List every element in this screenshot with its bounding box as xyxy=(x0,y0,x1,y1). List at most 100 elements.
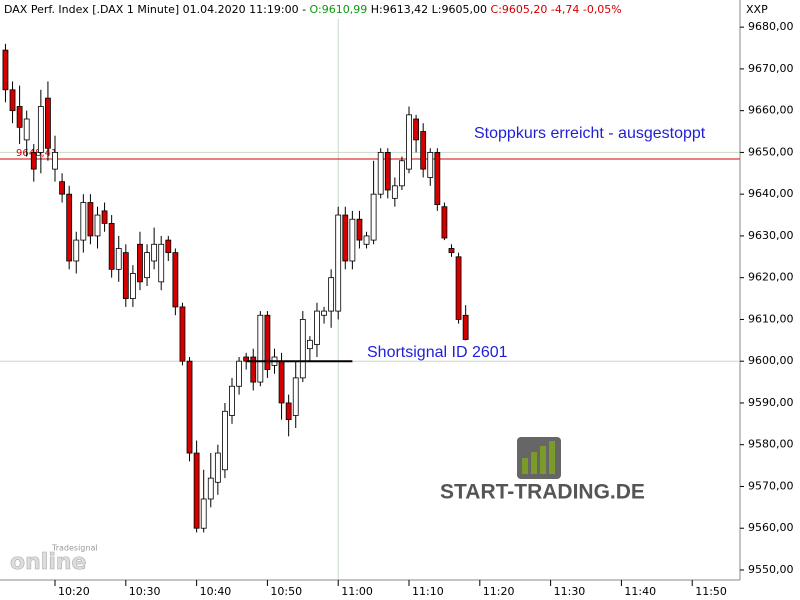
candle-body xyxy=(370,193,377,241)
candle-body xyxy=(264,314,271,370)
candle-body xyxy=(115,248,122,270)
logo-text: START-TRADING.DE xyxy=(440,481,645,504)
candle-body xyxy=(328,277,335,312)
candle-body xyxy=(101,210,108,224)
x-tick-label: 11:00 xyxy=(341,585,373,598)
candle-body xyxy=(406,114,412,170)
candle-body xyxy=(306,339,313,350)
x-tick-label: 11:20 xyxy=(483,585,515,598)
annotation: Stoppkurs erreicht - ausgestoppt xyxy=(474,125,706,142)
logo-icon xyxy=(522,458,528,474)
candle-body xyxy=(94,214,101,237)
candle-body xyxy=(193,452,200,529)
x-tick-label: 10:40 xyxy=(200,585,232,598)
candle-body xyxy=(16,106,23,128)
logo-icon xyxy=(549,441,555,474)
logo: START-TRADING.DE xyxy=(440,437,645,504)
candle-body xyxy=(278,360,285,404)
y-tick-label: 9650,00 xyxy=(748,145,794,158)
y-tick-label: 9670,00 xyxy=(748,62,794,75)
candle-body xyxy=(37,106,44,153)
candle-body xyxy=(151,243,158,262)
candle-body xyxy=(399,160,405,187)
candle-body xyxy=(448,248,455,254)
candle-body xyxy=(122,252,129,299)
y-tick-label: 9550,00 xyxy=(748,563,794,576)
candle-body xyxy=(179,306,186,362)
candle-body xyxy=(214,452,221,483)
watermark-brand: Tradesignal xyxy=(51,544,98,553)
y-tick-label: 9630,00 xyxy=(748,229,794,242)
candle-body xyxy=(229,385,235,416)
x-tick-label: 11:30 xyxy=(554,585,586,598)
candle-body xyxy=(73,239,80,262)
candle-body xyxy=(30,152,37,170)
candle-body xyxy=(250,356,257,383)
candle-body xyxy=(377,152,384,195)
y-tick-label: 9580,00 xyxy=(748,438,794,451)
header-range: H:9613,42 L:9605,00 xyxy=(371,3,487,16)
candle-body xyxy=(59,181,65,195)
candle-body xyxy=(335,214,342,312)
candle-body xyxy=(144,252,150,279)
candle-body xyxy=(455,256,462,320)
candle-body xyxy=(349,218,356,262)
x-tick-label: 11:50 xyxy=(695,585,727,598)
x-tick-label: 10:50 xyxy=(270,585,302,598)
y-tick-label: 9680,00 xyxy=(748,20,794,33)
candle-body xyxy=(165,239,172,254)
x-tick-label: 11:40 xyxy=(624,585,656,598)
candle-body xyxy=(207,477,214,500)
candle-body xyxy=(137,243,143,283)
annotation: Shortsignal ID 2601 xyxy=(367,344,508,361)
candle-body xyxy=(391,185,398,199)
candle-body xyxy=(413,118,419,141)
logo-icon xyxy=(531,452,537,474)
candle-body xyxy=(434,152,441,206)
y-axis-area xyxy=(740,0,800,600)
candle-body xyxy=(9,89,16,112)
candle-body xyxy=(257,314,264,383)
y-tick-label: 9600,00 xyxy=(748,354,794,367)
candle-body xyxy=(87,202,94,237)
candle-body xyxy=(236,360,242,387)
candle-body xyxy=(129,273,136,299)
candle-body xyxy=(172,252,179,308)
candle-body xyxy=(384,152,391,191)
y-tick-label: 9590,00 xyxy=(748,396,794,409)
candle-body xyxy=(292,377,299,416)
candle-body xyxy=(45,97,51,149)
candle-body xyxy=(186,360,193,454)
candle-body xyxy=(441,206,448,239)
candle-body xyxy=(420,131,427,170)
candle-body xyxy=(52,152,58,170)
candle-body xyxy=(200,498,207,529)
y-tick-label: 9620,00 xyxy=(748,271,794,284)
watermark-product: online xyxy=(10,550,86,575)
logo-icon xyxy=(540,446,546,474)
plot-area: 9648,41 xyxy=(0,0,740,580)
header: DAX Perf. Index [.DAX 1 Minute] 01.04.20… xyxy=(4,3,622,16)
y-tick-label: 9610,00 xyxy=(748,312,794,325)
candle-body xyxy=(23,118,30,141)
candle-body xyxy=(66,193,73,262)
candle-body xyxy=(363,235,370,245)
candle-body xyxy=(427,152,434,178)
stop-line-label: 9648,41 xyxy=(16,148,57,159)
header-bg xyxy=(0,0,560,19)
candle-body xyxy=(2,49,9,91)
candle-body xyxy=(108,222,115,270)
candle-body xyxy=(462,314,469,340)
x-tick-label: 10:30 xyxy=(129,585,161,598)
y-tick-label: 9560,00 xyxy=(748,521,794,534)
y-tick-label: 9570,00 xyxy=(748,479,794,492)
candle-body xyxy=(299,319,306,379)
x-tick-label: 10:20 xyxy=(58,585,90,598)
candle-body xyxy=(314,310,320,345)
candle-body xyxy=(158,243,165,283)
candle-body xyxy=(222,410,228,471)
axis-label: XXP xyxy=(746,3,768,16)
header-close: C:9605,20 -4,74 -0,05% xyxy=(491,3,622,16)
